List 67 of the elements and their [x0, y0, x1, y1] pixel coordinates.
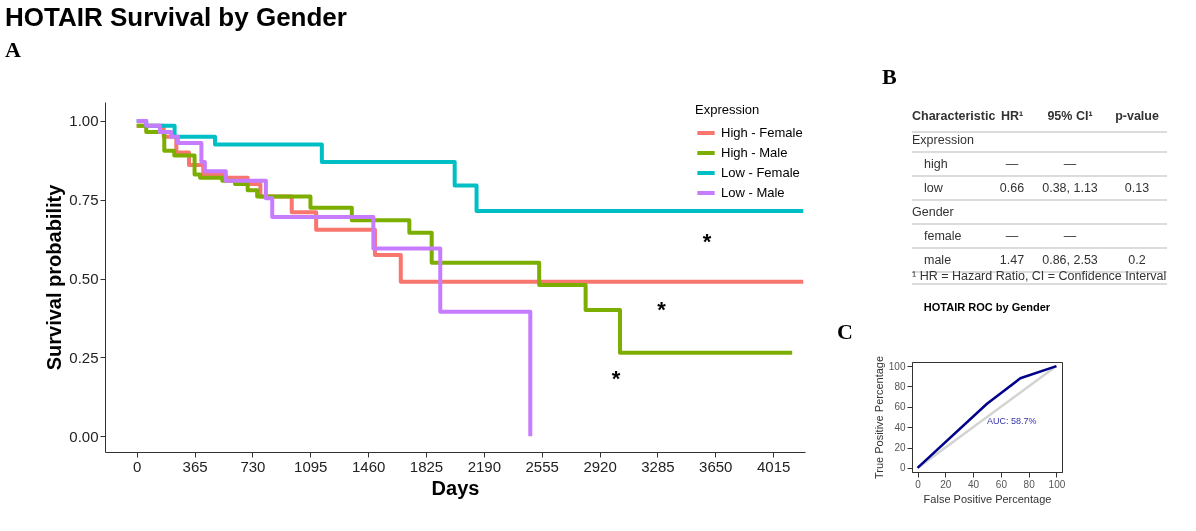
text: A — [5, 37, 21, 62]
x-tick-label: 2190 — [467, 457, 502, 475]
y-tick-label: 1.00 — [69, 112, 99, 130]
text: 1.47 — [999, 253, 1025, 267]
x-tick-label: 3650 — [699, 457, 733, 475]
x-tick-label: 365 — [182, 457, 208, 475]
annotation: * — [702, 229, 712, 254]
legend-label: High - Female — [721, 125, 803, 140]
legend-label: Low - Male — [721, 185, 785, 200]
x-tick-label: 3285 — [641, 457, 675, 475]
annotation: * — [611, 365, 621, 391]
y-tick-label: 100 — [888, 360, 906, 372]
x-tick-label: 1460 — [351, 457, 386, 475]
x-tick-label: 1825 — [409, 457, 444, 475]
y-tick-label: 60 — [894, 401, 906, 413]
text: — — [1005, 229, 1019, 243]
legend-label: Low - Female — [721, 165, 800, 180]
category-label: p-value — [1115, 109, 1159, 123]
text: — — [1005, 157, 1019, 171]
x-tick-label: 0 — [915, 478, 922, 490]
x-tick-label: 0 — [133, 457, 142, 475]
y-tick-label: 0.75 — [69, 191, 99, 209]
x-tick-label: 20 — [940, 478, 952, 490]
y-tick-label: 20 — [894, 442, 906, 454]
annotation: * — [657, 297, 667, 323]
text: 0.2 — [1128, 253, 1146, 267]
x-tick-label: 730 — [240, 457, 266, 475]
text: B — [882, 64, 897, 89]
text: ¹ HR = Hazard Ratio, CI = Confidence Interval — [912, 269, 1167, 283]
text: 0.66 — [999, 181, 1025, 195]
x-tick-label: 4015 — [756, 457, 791, 475]
chart-title: HOTAIR ROC by Gender — [923, 301, 1051, 313]
annotation: AUC: 58.7% — [987, 416, 1037, 427]
text: Expression — [912, 133, 974, 147]
x-tick-label: 2920 — [583, 457, 617, 475]
x-tick-label: 2555 — [525, 457, 559, 475]
x-axis-title: Days — [431, 476, 480, 499]
category-label: 95% CI¹ — [1047, 109, 1093, 123]
x-tick-label: 40 — [968, 478, 980, 490]
legend-title: Expression — [695, 102, 760, 117]
x-tick-label: 80 — [1023, 478, 1036, 490]
text: female — [924, 229, 962, 243]
category-label: HR¹ — [1000, 109, 1024, 123]
y-tick-label: 0.00 — [69, 427, 99, 445]
chart-title: HOTAIR Survival by Gender — [5, 2, 347, 32]
text: — — [1063, 229, 1077, 243]
y-axis-title: Survival probability — [43, 183, 66, 371]
text: male — [924, 253, 952, 267]
text: Gender — [912, 205, 954, 219]
text: 0.38, 1.13 — [1042, 181, 1098, 195]
y-tick-label: 80 — [894, 380, 906, 392]
y-tick-label: 40 — [894, 421, 906, 433]
text: low — [924, 181, 943, 195]
x-tick-label: 60 — [995, 478, 1008, 490]
text: 0.13 — [1124, 181, 1150, 195]
category-label: Characteristic — [912, 109, 996, 123]
text: C — [837, 319, 853, 344]
y-axis-title: True Positive Percentage — [872, 355, 885, 480]
text: 0.86, 2.53 — [1042, 253, 1098, 267]
x-tick-label: 1095 — [294, 457, 328, 475]
y-tick-label: 0.25 — [69, 348, 99, 366]
x-axis-title: False Positive Percentage — [923, 492, 1052, 505]
y-tick-label: 0.50 — [69, 270, 99, 288]
legend-label: High - Male — [721, 145, 788, 160]
x-tick-label: 100 — [1048, 478, 1066, 490]
text: high — [924, 157, 948, 171]
text: — — [1063, 157, 1077, 171]
